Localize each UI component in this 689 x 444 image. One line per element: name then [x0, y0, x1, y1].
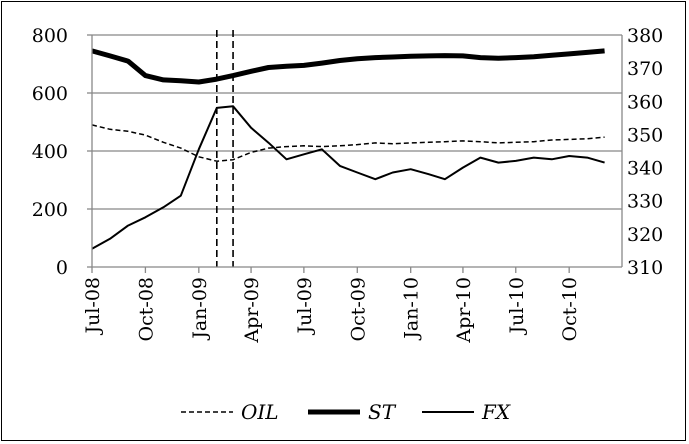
axes	[87, 34, 623, 273]
legend-label-fx: FX	[481, 400, 511, 424]
x-tick-labels: Jul-08 Oct-08 Jan-09 Apr-09 Jul-09 Oct-09 Jan-…	[82, 277, 581, 344]
right-y-tick-label: 380	[627, 25, 663, 47]
series-line-fx	[91, 105, 605, 250]
left-y-tick-label: 400	[32, 141, 68, 163]
vertical-markers	[216, 30, 234, 267]
x-tick-label: Jul-10	[506, 277, 528, 336]
x-tick-label: Jul-09	[294, 277, 316, 336]
left-y-tick-labels: 0 200 400 600 800	[32, 25, 68, 279]
x-tick-label: Jul-08	[82, 277, 104, 336]
right-y-tick-labels: 310 320 330 340 350 360 370 380	[627, 25, 663, 279]
series-line-st	[91, 48, 605, 85]
x-tick-label: Apr-10	[453, 277, 475, 344]
legend-label-st: ST	[368, 400, 397, 424]
series-line-oil	[91, 124, 605, 162]
gridlines	[92, 34, 622, 210]
x-tick-label: Oct-08	[135, 277, 157, 341]
legend: OIL ST FX	[181, 400, 511, 424]
left-y-tick-label: 800	[32, 25, 68, 47]
x-tick-label: Oct-10	[559, 277, 581, 341]
x-tick-label: Oct-09	[347, 277, 369, 341]
right-y-tick-label: 320	[627, 224, 663, 246]
x-tick-label: Apr-09	[241, 277, 263, 344]
right-y-tick-label: 360	[627, 91, 663, 113]
x-tick-label: Jan-09	[189, 277, 211, 341]
series-lines	[91, 48, 605, 250]
x-tick-label: Jan-10	[401, 277, 423, 341]
legend-label-oil: OIL	[241, 400, 279, 424]
left-y-tick-label: 0	[56, 257, 68, 279]
left-y-tick-label: 200	[32, 199, 68, 221]
right-y-tick-label: 370	[627, 58, 663, 80]
left-y-tick-label: 600	[32, 83, 68, 105]
right-y-tick-label: 330	[627, 191, 663, 213]
right-y-tick-label: 310	[627, 257, 663, 279]
right-y-tick-label: 350	[627, 124, 663, 146]
right-y-tick-label: 340	[627, 158, 663, 180]
